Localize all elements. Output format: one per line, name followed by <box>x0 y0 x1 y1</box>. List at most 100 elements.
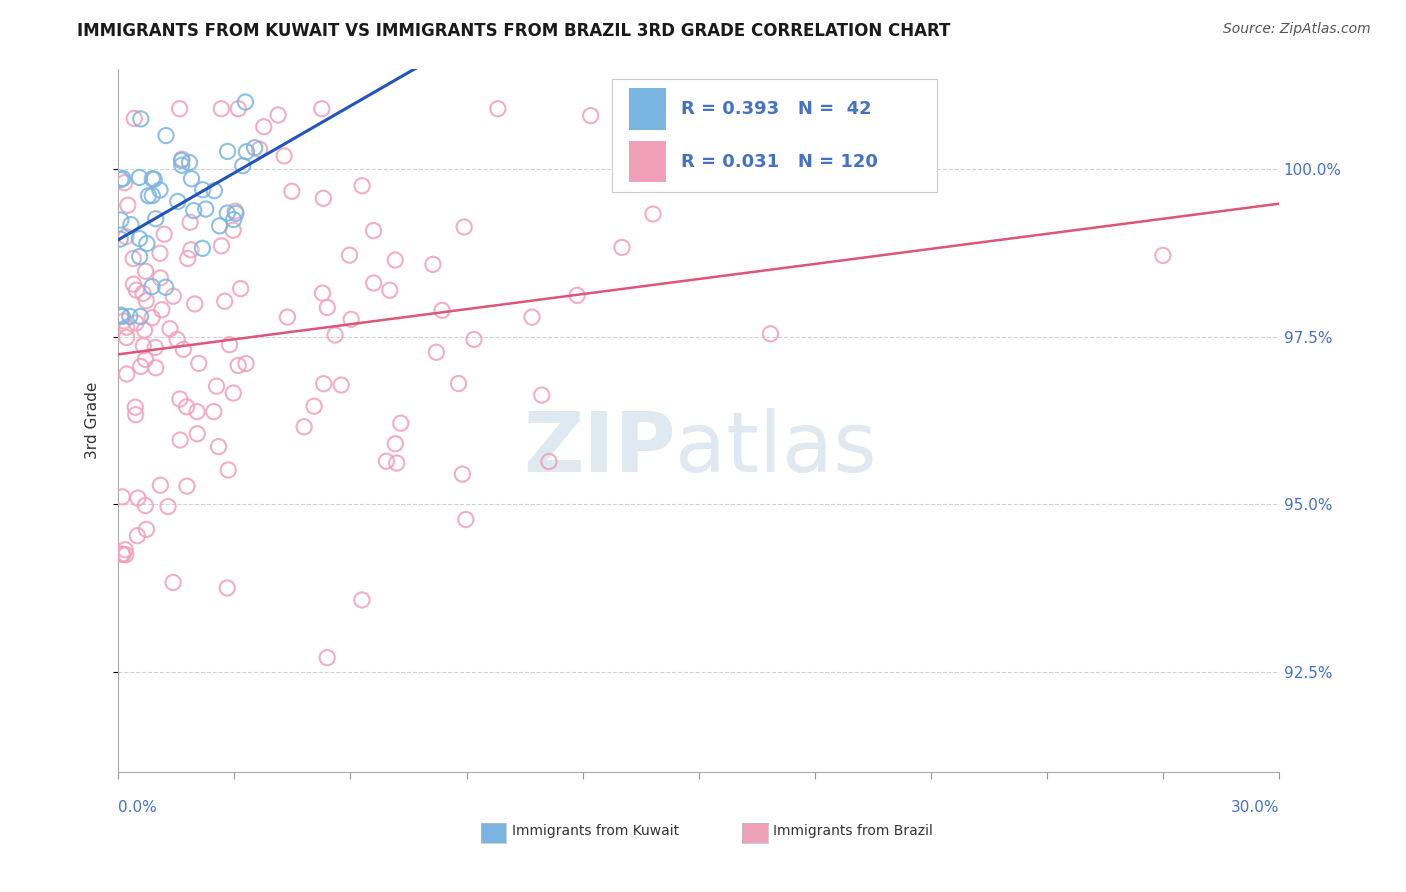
Point <box>292 419 315 434</box>
Point <box>149 271 172 285</box>
Point <box>312 376 335 391</box>
Point <box>183 297 205 311</box>
Point <box>384 437 406 451</box>
Point <box>153 227 176 242</box>
Point <box>194 202 217 216</box>
Point <box>155 128 177 143</box>
Point <box>207 440 229 454</box>
Point <box>141 279 163 293</box>
Point <box>166 333 188 347</box>
Point <box>316 650 339 665</box>
Point <box>209 239 232 253</box>
Text: ZIP: ZIP <box>523 408 675 489</box>
Point <box>205 379 228 393</box>
Point <box>115 320 138 334</box>
Point <box>176 400 198 414</box>
Point <box>129 310 152 324</box>
Point <box>125 316 148 330</box>
Point <box>169 433 191 447</box>
Point <box>170 158 193 172</box>
Point <box>143 172 166 186</box>
Point <box>111 171 134 186</box>
FancyBboxPatch shape <box>628 88 666 129</box>
Point <box>235 95 257 109</box>
Point <box>463 333 485 347</box>
Point <box>486 102 509 116</box>
Point <box>149 183 172 197</box>
Point <box>155 280 177 294</box>
Point <box>208 219 231 233</box>
Point <box>138 188 160 202</box>
Point <box>110 172 132 186</box>
Point <box>135 522 157 536</box>
Point <box>127 529 149 543</box>
Point <box>759 326 782 341</box>
Point <box>162 289 184 303</box>
Point <box>134 352 156 367</box>
Point <box>115 330 138 344</box>
Point <box>125 408 148 422</box>
Point <box>125 283 148 297</box>
Point <box>273 149 295 163</box>
Point <box>145 211 167 226</box>
Point <box>141 188 163 202</box>
Point <box>159 322 181 336</box>
Point <box>141 310 163 325</box>
Point <box>114 548 136 562</box>
Point <box>217 145 239 159</box>
Point <box>111 548 134 562</box>
Point <box>537 454 560 468</box>
Point <box>302 399 325 413</box>
Point <box>202 404 225 418</box>
Text: Immigrants from Brazil: Immigrants from Brazil <box>773 824 934 838</box>
Point <box>135 293 157 308</box>
Point <box>114 542 136 557</box>
Point <box>312 191 335 205</box>
Text: 0.0%: 0.0% <box>118 800 157 815</box>
Point <box>363 276 385 290</box>
Point <box>281 184 304 198</box>
Point <box>311 102 333 116</box>
Text: IMMIGRANTS FROM KUWAIT VS IMMIGRANTS FROM BRAZIL 3RD GRADE CORRELATION CHART: IMMIGRANTS FROM KUWAIT VS IMMIGRANTS FRO… <box>77 22 950 40</box>
Point <box>110 308 132 322</box>
Text: Immigrants from Kuwait: Immigrants from Kuwait <box>512 824 679 838</box>
Point <box>330 378 353 392</box>
Point <box>150 302 173 317</box>
Point <box>129 112 152 126</box>
Point <box>222 223 245 237</box>
FancyBboxPatch shape <box>628 141 666 183</box>
Point <box>378 283 401 297</box>
Point <box>169 102 191 116</box>
Point <box>172 343 194 357</box>
Point <box>384 253 406 268</box>
Point <box>134 323 156 337</box>
Point <box>129 359 152 374</box>
Point <box>214 294 236 309</box>
Point <box>253 120 276 134</box>
Point <box>187 356 209 370</box>
Point <box>217 206 239 220</box>
Point <box>186 404 208 418</box>
Point <box>626 102 648 116</box>
Point <box>180 243 202 257</box>
Point <box>217 581 239 595</box>
Point <box>117 198 139 212</box>
Point <box>177 252 200 266</box>
Point <box>118 310 141 324</box>
FancyBboxPatch shape <box>612 79 936 192</box>
Point <box>232 159 254 173</box>
Point <box>225 206 247 220</box>
Point <box>1152 248 1174 262</box>
Point <box>124 401 146 415</box>
Point <box>340 312 363 326</box>
Point <box>389 416 412 430</box>
Point <box>520 310 543 325</box>
Point <box>565 288 588 302</box>
Point <box>143 341 166 355</box>
Text: atlas: atlas <box>675 408 877 489</box>
Point <box>363 224 385 238</box>
Text: R = 0.031   N = 120: R = 0.031 N = 120 <box>682 153 879 170</box>
Point <box>191 183 214 197</box>
Point <box>202 184 225 198</box>
Y-axis label: 3rd Grade: 3rd Grade <box>86 382 100 459</box>
